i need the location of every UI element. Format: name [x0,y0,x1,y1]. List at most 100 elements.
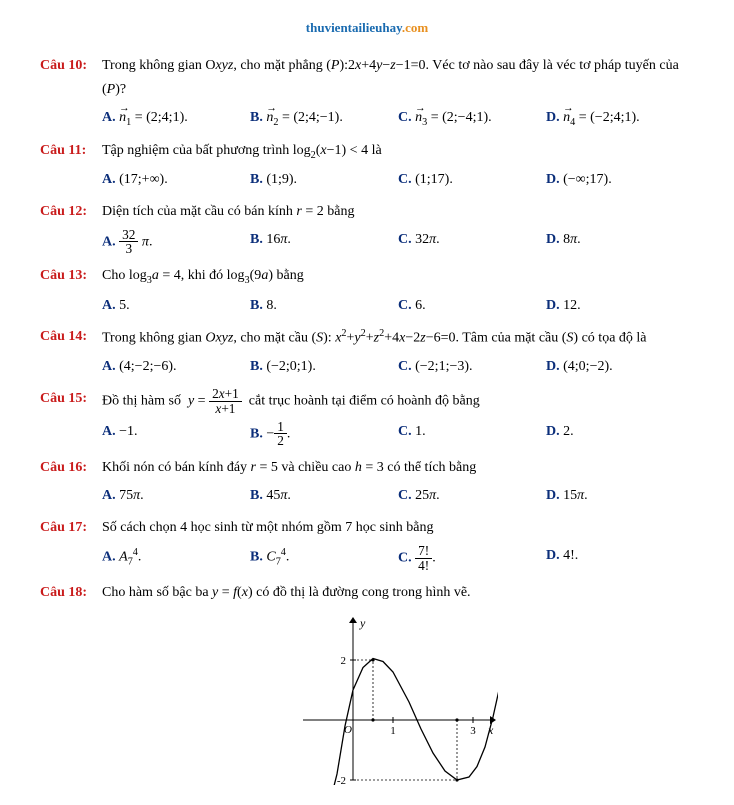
option-letter: A. [102,359,116,374]
options-row: A. (17;+∞).B. (1;9).C. (1;17).D. (−∞;17)… [102,168,694,194]
question-text: Tập nghiệm của bất phương trình log2(x−1… [102,139,694,164]
question-label: Câu 15: [40,387,102,451]
option-letter: D. [546,359,560,374]
question-body: Diện tích của mặt cầu có bán kính r = 2 … [102,200,694,259]
svg-text:-2: -2 [337,775,346,785]
option: C. (1;17). [398,168,546,192]
option-letter: B. [250,426,263,441]
option: B. 8. [250,294,398,318]
svg-text:1: 1 [390,725,396,737]
option: C. 25π. [398,484,546,508]
option: A. 5. [102,294,250,318]
option-letter: C. [398,110,412,125]
svg-text:2: 2 [341,655,347,667]
option-letter: A. [102,488,116,503]
option: C. 1. [398,420,546,449]
option: A. A74. [102,544,250,573]
question-label: Câu 11: [40,139,102,194]
question-body: Đồ thị hàm số y = 2x+1x+1 cắt trục hoành… [102,387,694,451]
question: Câu 12:Diện tích của mặt cầu có bán kính… [40,200,694,259]
option: D. n4 = (−2;4;1). [546,106,694,131]
option: D. 15π. [546,484,694,508]
option: B. C74. [250,544,398,573]
option-letter: C. [398,298,412,313]
options-row: A. 5.B. 8.C. 6.D. 12. [102,294,694,320]
option: A. n1 = (2;4;1). [102,106,250,131]
question-label: Câu 17: [40,516,102,575]
option: D. (4;0;−2). [546,355,694,379]
option: D. 12. [546,294,694,318]
question: Câu 17:Số cách chọn 4 học sinh từ một nh… [40,516,694,575]
question-label: Câu 18: [40,581,102,609]
option: C. 6. [398,294,546,318]
option-letter: D. [546,298,560,313]
option-letter: C. [398,424,412,439]
option-letter: C. [398,232,412,247]
option: A. 75π. [102,484,250,508]
option-letter: D. [546,488,560,503]
question-body: Khối nón có bán kính đáy r = 5 và chiều … [102,456,694,510]
question: Câu 10:Trong không gian Oxyz, cho mặt ph… [40,54,694,133]
option-letter: D. [546,232,560,247]
question-body: Tập nghiệm của bất phương trình log2(x−1… [102,139,694,194]
option: D. 8π. [546,228,694,257]
cubic-graph: 132-2Oxy [298,615,498,785]
svg-text:3: 3 [470,725,476,737]
option: D. (−∞;17). [546,168,694,192]
question-label: Câu 16: [40,456,102,510]
option-letter: B. [250,110,263,125]
option: A. 323 π. [102,228,250,257]
question-body: Trong không gian Oxyz, cho mặt phẳng (P)… [102,54,694,133]
option: A. (4;−2;−6). [102,355,250,379]
option: B. (−2;0;1). [250,355,398,379]
question-label: Câu 14: [40,325,102,380]
question-text: Trong không gian Oxyz, cho mặt phẳng (P)… [102,54,694,102]
svg-text:y: y [359,616,366,630]
question-text: Trong không gian Oxyz, cho mặt cầu (S): … [102,325,694,350]
option: C. 32π. [398,228,546,257]
option-letter: A. [102,234,116,249]
option-letter: C. [398,550,412,565]
option: B. 45π. [250,484,398,508]
option: B. 16π. [250,228,398,257]
question: Câu 16:Khối nón có bán kính đáy r = 5 và… [40,456,694,510]
question-body: Trong không gian Oxyz, cho mặt cầu (S): … [102,325,694,380]
option-letter: B. [250,232,263,247]
option: A. (17;+∞). [102,168,250,192]
header-part2: .com [402,20,428,35]
question-body: Cho hàm số bậc ba y = f(x) có đồ thị là … [102,581,694,609]
option: D. 2. [546,420,694,449]
option: A. −1. [102,420,250,449]
options-row: A. 75π.B. 45π.C. 25π.D. 15π. [102,484,694,510]
question-label: Câu 13: [40,264,102,319]
option-letter: A. [102,549,116,564]
option-letter: B. [250,298,263,313]
option-letter: A. [102,172,116,187]
question-label: Câu 12: [40,200,102,259]
question-body: Cho log3a = 4, khi đó log3(9a) bằngA. 5.… [102,264,694,319]
option-letter: D. [546,548,560,563]
option-letter: B. [250,172,263,187]
option-letter: A. [102,424,116,439]
option-letter: D. [546,424,560,439]
option: B. (1;9). [250,168,398,192]
question-text: Số cách chọn 4 học sinh từ một nhóm gồm … [102,516,694,540]
question-label: Câu 10: [40,54,102,133]
option: C. n3 = (2;−4;1). [398,106,546,131]
question-text: Diện tích của mặt cầu có bán kính r = 2 … [102,200,694,224]
option-letter: A. [102,298,116,313]
question-text: Khối nón có bán kính đáy r = 5 và chiều … [102,456,694,480]
question-text: Cho hàm số bậc ba y = f(x) có đồ thị là … [102,581,694,605]
site-header: thuvientailieuhay.com [40,20,694,36]
option: D. 4!. [546,544,694,573]
options-row: A. n1 = (2;4;1).B. n2 = (2;4;−1).C. n3 =… [102,106,694,133]
option-letter: C. [398,172,412,187]
option-letter: D. [546,110,560,125]
question-text: Đồ thị hàm số y = 2x+1x+1 cắt trục hoành… [102,387,694,416]
option-letter: B. [250,549,263,564]
cubic-graph-wrap: 132-2Oxy [102,615,694,785]
question: Câu 15:Đồ thị hàm số y = 2x+1x+1 cắt trụ… [40,387,694,451]
header-part1: thuvientailieuhay [306,20,402,35]
option: B. n2 = (2;4;−1). [250,106,398,131]
options-row: A. 323 π.B. 16π.C. 32π.D. 8π. [102,228,694,259]
